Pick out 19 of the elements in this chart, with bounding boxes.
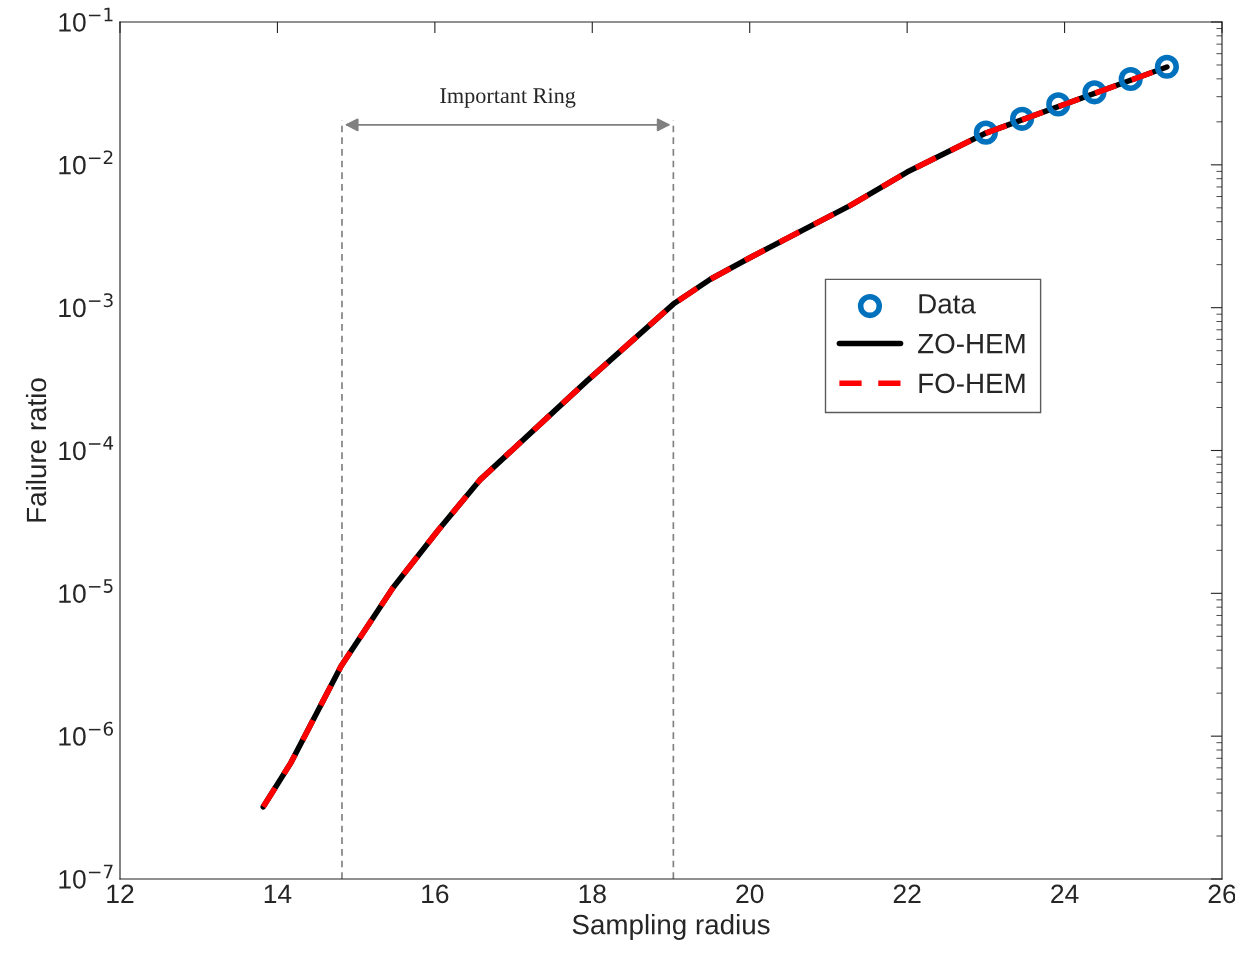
y-axis-title: Failure ratio: [25, 378, 47, 522]
y-tick-label: 10$^{−1}$: [59, 7, 113, 32]
x-tick-label: 18: [579, 884, 606, 904]
x-tick-label: 20: [736, 884, 764, 904]
y-tick-label: 10$^{−3}$: [59, 293, 113, 318]
y-tick-label: 10$^{−5}$: [59, 579, 113, 603]
annotation: Important Ring: [440, 88, 576, 108]
y-tick-label: 10$^{−2}$: [59, 150, 113, 175]
x-tick-label: 22: [893, 884, 921, 903]
legend-label: Data: [919, 294, 976, 314]
legend-label: FO-HEM: [919, 373, 1025, 394]
y-tick-label: 10$^{−4}$: [59, 436, 114, 461]
y-tick-label: 10$^{−6}$: [59, 721, 114, 746]
x-tick-label: 24: [1051, 884, 1079, 903]
x-axis-title: Sampling radius: [572, 914, 770, 940]
x-tick-label: 14: [264, 884, 292, 903]
legend-label: ZO-HEM: [918, 333, 1025, 354]
x-tick-label: 26: [1208, 884, 1235, 904]
x-tick-label: 16: [422, 884, 449, 904]
